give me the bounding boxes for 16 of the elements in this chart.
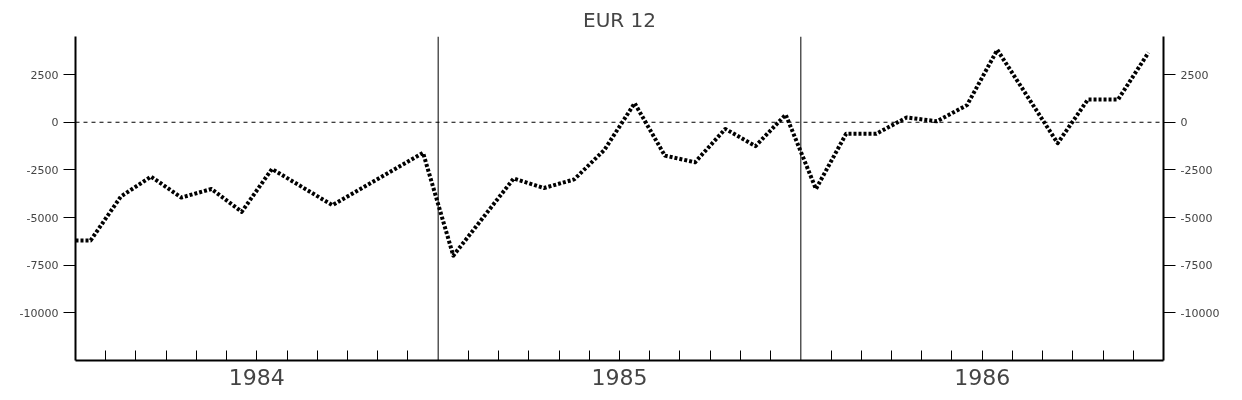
- y2-tick-label: 2500: [1180, 68, 1209, 82]
- x-tick-label: 1984: [228, 364, 285, 390]
- x-tick-label: 1986: [954, 364, 1011, 390]
- y-tick-label: -10000: [19, 306, 59, 320]
- y-tick-label: -2500: [26, 163, 59, 177]
- chart-title: EUR 12: [583, 7, 656, 32]
- y2-tick-label: -2500: [1180, 163, 1213, 177]
- y2-tick-label: 0: [1180, 116, 1188, 130]
- x-tick-label: 1985: [591, 364, 648, 390]
- y-tick-label: 0: [51, 116, 59, 130]
- y-tick-label: -7500: [26, 259, 59, 273]
- y2-tick-label: -10000: [1180, 306, 1220, 320]
- y-tick-label: -5000: [26, 211, 59, 225]
- y2-tick-label: -7500: [1180, 259, 1213, 273]
- y2-tick-label: -5000: [1180, 211, 1213, 225]
- y-tick-label: 2500: [30, 68, 59, 82]
